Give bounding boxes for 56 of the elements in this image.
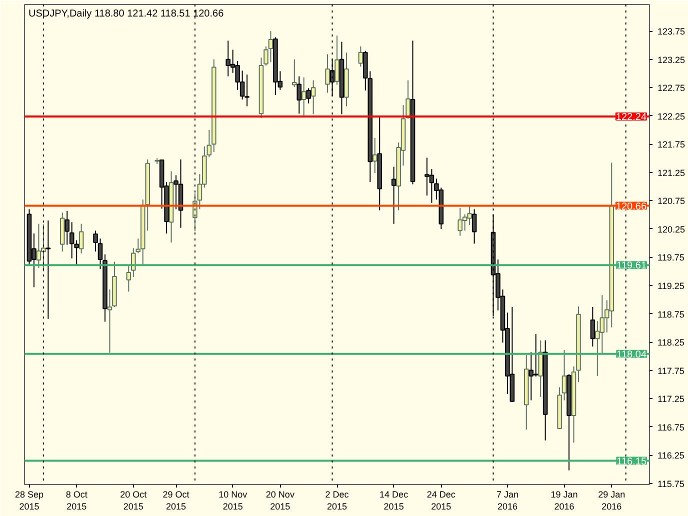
candlestick — [528, 352, 534, 401]
ref-line-label: 119.61 — [616, 260, 647, 272]
candlestick — [292, 58, 297, 88]
ref-line-label: 122.24 — [616, 112, 647, 123]
ref-line-label: 118.04 — [616, 349, 647, 360]
y-tick-label: 119.25 — [658, 280, 684, 291]
y-tick-label: 120.25 — [658, 224, 686, 234]
y-tick-label: 115.75 — [658, 478, 684, 489]
y-tick-label: 117.75 — [658, 366, 684, 376]
y-tick-label: 122.25 — [658, 111, 686, 122]
x-tick-label: 29 Oct 2015 — [162, 490, 190, 512]
candlestick — [538, 340, 543, 398]
candlestick — [590, 306, 596, 348]
candlestick — [126, 264, 132, 292]
candlestick — [325, 54, 330, 94]
candlestick — [306, 88, 311, 104]
candlestick — [562, 349, 567, 401]
y-tick-label: 116.25 — [658, 450, 684, 461]
x-tick-label: 2 Dec 2015 — [325, 490, 350, 512]
candlestick — [296, 76, 302, 114]
x-tick-label: 19 Jan 2016 — [550, 490, 578, 512]
chart-title: USDJPY,Daily 118.80 121.42 118.51 120.66 — [28, 8, 224, 20]
y-tick-label: 123.75 — [658, 26, 686, 37]
candlestick — [301, 76, 306, 117]
y-tick-label: 123.25 — [658, 54, 686, 65]
y-tick-label: 118.25 — [658, 338, 684, 348]
x-tick-label: 28 Sep 2015 — [14, 490, 44, 512]
candlestick — [372, 137, 378, 174]
x-tick-label: 29 Jan 2016 — [598, 490, 626, 512]
candlestick — [358, 46, 364, 68]
candlestick — [46, 220, 51, 320]
x-tick-label: 20 Oct 2015 — [120, 490, 148, 512]
candlestick — [472, 208, 477, 244]
candlestick — [107, 288, 112, 354]
y-tick-label: 121.75 — [658, 140, 686, 150]
y-tick-label: 121.25 — [658, 168, 686, 178]
x-tick-label: 7 Jan 2016 — [496, 490, 518, 512]
candlestick — [391, 166, 396, 224]
y-tick-label: 118.75 — [658, 309, 684, 320]
x-tick-label: 8 Oct 2015 — [66, 490, 88, 512]
y-tick-label: 116.75 — [658, 422, 684, 432]
ref-line-label: 116.15 — [616, 456, 647, 468]
candlestick — [93, 230, 98, 252]
y-tick-label: 122.75 — [658, 83, 686, 94]
x-tick-label: 20 Nov 2015 — [266, 490, 295, 512]
candlestick — [78, 223, 84, 254]
x-tick-label: 24 Dec 2015 — [426, 490, 456, 512]
y-tick-label: 117.25 — [658, 394, 684, 404]
candlestick — [334, 35, 340, 86]
ref-line-label: 120.66 — [616, 201, 647, 212]
candlestick — [310, 80, 316, 115]
y-tick-label: 119.75 — [658, 252, 684, 263]
x-tick-label: 14 Dec 2015 — [380, 490, 409, 512]
y-tick-label: 120.75 — [658, 196, 686, 206]
x-tick-label: 10 Nov 2015 — [218, 490, 248, 512]
candlestick — [64, 210, 70, 246]
